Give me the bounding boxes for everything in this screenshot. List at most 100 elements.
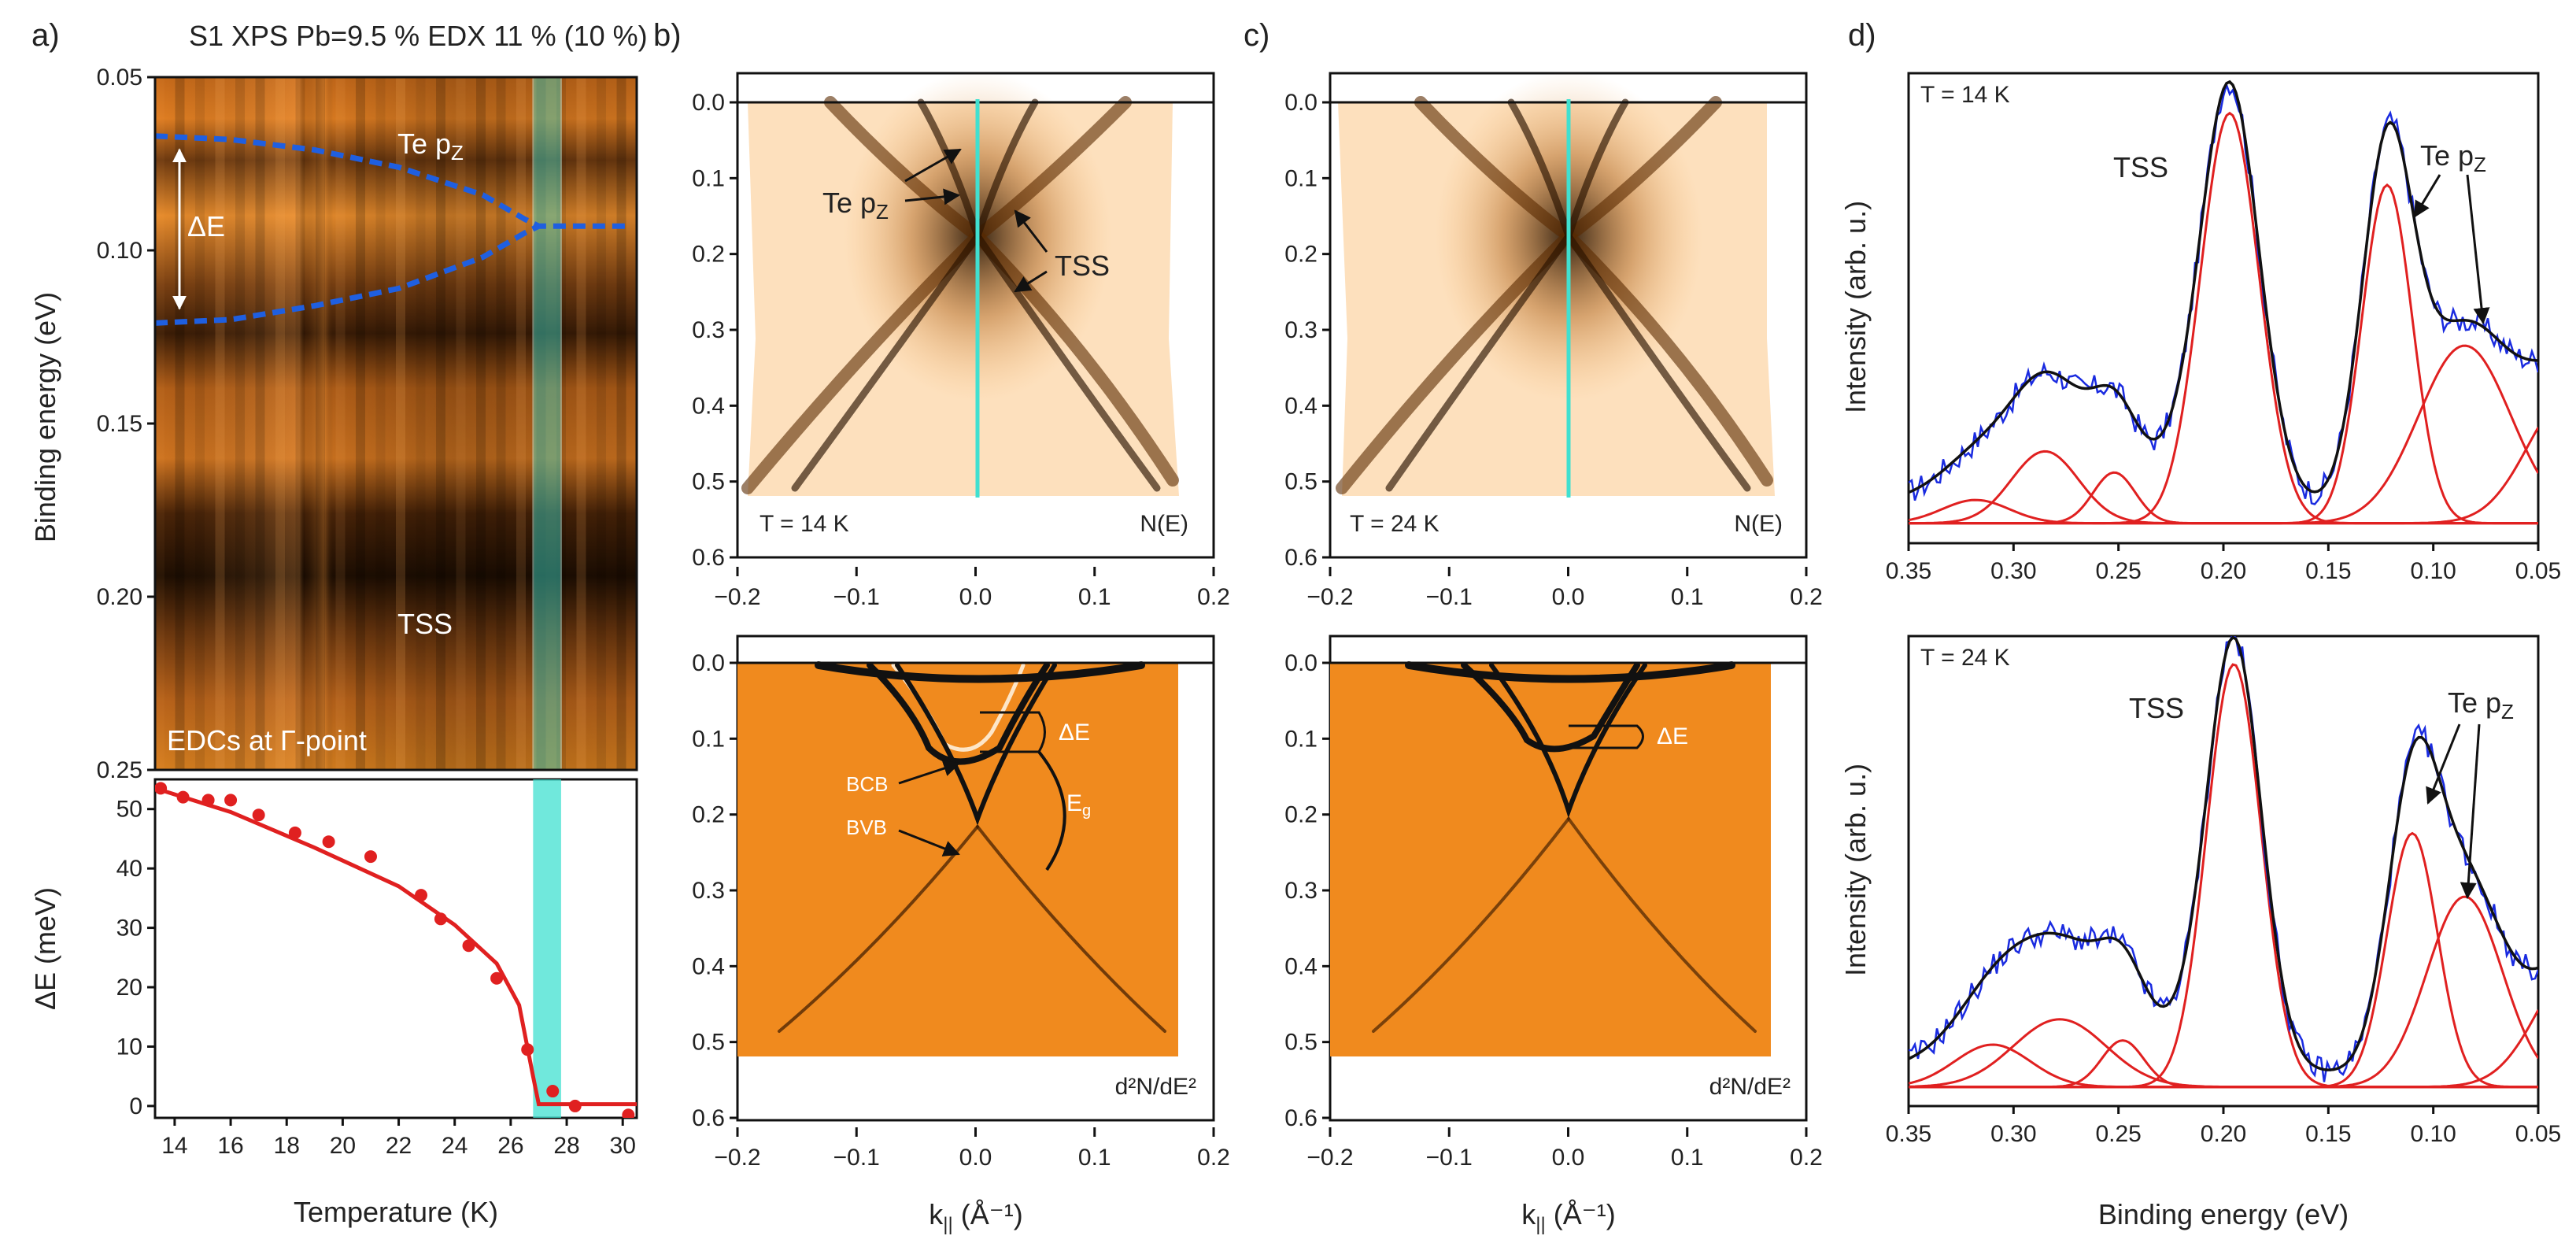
b-bvb-label: BVB: [846, 816, 887, 839]
d-bottom-te-arrow-1: [2426, 723, 2461, 805]
y-tick-label: 0.1: [692, 165, 725, 191]
c-top-kind: N(E): [1734, 511, 1783, 537]
d-bottom-frame: [1907, 635, 2540, 1108]
x-tick-label: 28: [553, 1133, 579, 1159]
b-bottom-fermi-edge: [815, 661, 1145, 683]
temperature-highlight-band: [532, 76, 562, 771]
temperature-highlight-band: [533, 779, 561, 1118]
edc-column: [536, 77, 546, 770]
b-bvb-arrow: [898, 829, 960, 857]
panel-b-top: Te pZ TSS T = 14 K N(E) 0.0 0.1 0.2 0.3 0.4 0…: [692, 71, 1230, 610]
y-tick-label: 0.3: [1284, 317, 1318, 343]
edc-heatmap-columns: [155, 77, 637, 770]
x-tick-label: −0.2: [1306, 1145, 1353, 1171]
c-xlabel: k|| (Å⁻¹): [1521, 1198, 1615, 1235]
panel-a-bottom: 0 10 20 30 40 50 14 16 18 20 22 24 26 28 30 ΔE (meV) T…: [29, 778, 638, 1228]
x-tick-label: 0.0: [1552, 1145, 1585, 1171]
y-tick-label: 0.5: [692, 469, 725, 495]
x-tick-label: 0.2: [1790, 584, 1823, 610]
x-tick-label: 0.1: [1078, 584, 1111, 610]
d-top-te-label: Te pZ: [2420, 139, 2486, 176]
delta-e-point: [176, 790, 190, 804]
total-fit-curve: [1909, 636, 2538, 1071]
c-bottom-d2-image: [1330, 663, 1771, 1056]
y-tick-label: 0.2: [1284, 242, 1318, 268]
x-tick-label: 0.0: [959, 584, 992, 610]
x-tick-label: 14: [161, 1133, 187, 1159]
d-bottom-tss-label: TSS: [2129, 692, 2184, 724]
b-bottom-tss-left: [778, 825, 979, 1033]
fit-component-peak: [1909, 427, 2538, 525]
x-tick-label: −0.1: [1426, 584, 1473, 610]
b-top-te-left: [791, 98, 981, 492]
y-tick-label: 0.5: [1284, 469, 1318, 495]
y-tick-label: 40: [116, 856, 142, 882]
x-tick-label: 0.2: [1790, 1145, 1823, 1171]
c-xlabel-sub: ||: [1536, 1214, 1545, 1235]
edc-column: [396, 77, 405, 770]
b-eg-label: Eg: [1066, 790, 1091, 820]
y-tick-label: 0.20: [97, 584, 142, 610]
delta-e-point: [546, 1085, 560, 1098]
d-top-te-arrow-2: [2466, 174, 2490, 325]
x-tick-label: 0.05: [2515, 558, 2561, 584]
delta-e-point: [434, 912, 447, 926]
c-top-temp: T = 24 K: [1350, 511, 1440, 537]
edc-column: [436, 77, 445, 770]
a-bottom-frame: [153, 778, 638, 1119]
d-xlabel: Binding energy (eV): [2098, 1198, 2349, 1230]
x-tick-label: 0.1: [1078, 1145, 1111, 1171]
panel-c-top: T = 24 K N(E) 0.0 0.1 0.2 0.3 0.4 0.5 0.6 −0.2 −…: [1284, 71, 1823, 610]
edc-column: [235, 77, 245, 770]
y-tick-label: 0.0: [1284, 650, 1318, 676]
te-pz-sub: Z: [451, 141, 464, 165]
x-tick-label: 0.35: [1886, 558, 1931, 584]
d-bottom-te-arrow-2: [2460, 723, 2481, 900]
panel-letter-b: b): [653, 18, 682, 53]
y-tick-label: 0.0: [692, 650, 725, 676]
x-tick-label: −0.1: [833, 1145, 880, 1171]
x-tick-label: 0.05: [2515, 1121, 2561, 1147]
edc-column: [516, 77, 526, 770]
b-top-temp: T = 14 K: [759, 511, 849, 537]
b-bottom-kind: d²N/dE²: [1115, 1074, 1196, 1100]
y-tick-label: 0.5: [1284, 1030, 1318, 1056]
panel-letter-c: c): [1244, 18, 1270, 53]
x-tick-label: 0.15: [2305, 1121, 2351, 1147]
tss-label: TSS: [397, 608, 453, 640]
edc-column: [576, 77, 586, 770]
y-tick-label: 0.4: [692, 953, 725, 979]
y-tick-label: 0.5: [692, 1030, 725, 1056]
c-bottom-bvb: [1489, 663, 1647, 819]
c-bottom-tss-right: [1567, 817, 1757, 1033]
b-eg-arc: [1037, 750, 1066, 871]
x-tick-label: 0.30: [1990, 1121, 2036, 1147]
x-tick-label: 30: [610, 1133, 636, 1159]
d-top-te-sub: Z: [2474, 153, 2486, 176]
c-top-te-left: [1385, 98, 1573, 492]
panel-letter-d: d): [1848, 18, 1876, 53]
delta-e-point: [288, 826, 301, 839]
b-top-kind: N(E): [1140, 511, 1188, 537]
d-bottom-te-label: Te pZ: [2448, 686, 2514, 723]
b-te-pz-label: Te pZ: [822, 187, 889, 224]
edc-column: [556, 77, 566, 770]
x-tick-label: 20: [330, 1133, 356, 1159]
x-tick-label: −0.2: [714, 584, 760, 610]
d-top-temp: T = 14 K: [1920, 82, 2010, 108]
edc-column: [316, 77, 325, 770]
x-tick-label: 16: [217, 1133, 243, 1159]
edc-column: [356, 77, 365, 770]
c-xlabel-unit: (Å⁻¹): [1546, 1198, 1616, 1230]
b-tss-arrow-2: [1014, 270, 1048, 293]
c-top-tss-right: [1558, 96, 1773, 487]
edc-column: [275, 77, 285, 770]
d-top-ylabel: Intensity (arb. u.): [1839, 201, 1872, 413]
c-bottom-fermi-edge: [1405, 661, 1735, 683]
x-tick-label: 24: [442, 1133, 468, 1159]
x-tick-label: −0.1: [833, 584, 880, 610]
delta-e-fit-curve: [155, 786, 637, 1107]
y-tick-label: 0.0: [1284, 90, 1318, 116]
c-bottom-tss-left: [1372, 817, 1570, 1033]
delta-e-point: [364, 850, 377, 864]
